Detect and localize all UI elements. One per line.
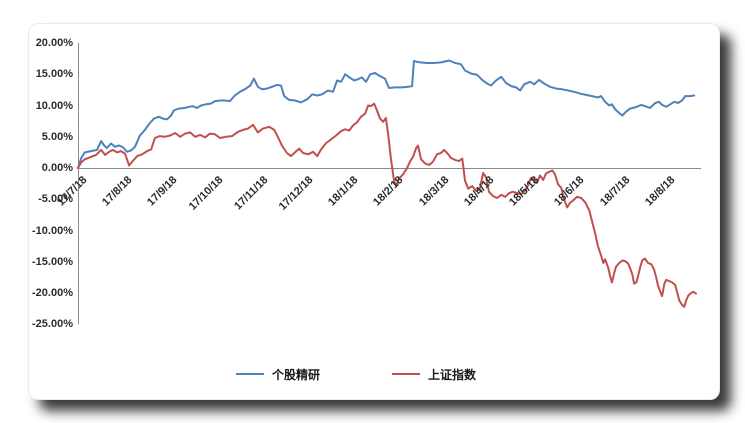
chart-card: 20.00% 15.00% 10.00% 5.00% 0.00% -5.00% -10.00… xyxy=(28,23,720,400)
y-axis-label: -25.00% xyxy=(32,318,73,331)
y-axis-label: 20.00% xyxy=(35,37,73,49)
legend-line-swatch-blue xyxy=(235,373,264,375)
y-axis-label: 15.00% xyxy=(35,68,73,81)
legend-item-shangzheng-zhishu: 上证指数 xyxy=(392,366,476,383)
legend-item-gegu-jingyan: 个股精研 xyxy=(235,366,320,383)
y-axis-label: 5.00% xyxy=(41,130,73,143)
y-axis-label: -5.00% xyxy=(38,193,73,206)
series-line-2 xyxy=(77,102,697,308)
plot-area: 20.00% 15.00% 10.00% 5.00% 0.00% -5.00% -10.00… xyxy=(29,24,719,399)
y-axis-label: 10.00% xyxy=(35,99,73,112)
y-axis-label: 0.00% xyxy=(41,162,73,174)
legend-line-swatch-red xyxy=(392,373,420,375)
series-line-1 xyxy=(77,59,696,169)
y-axis-label: -15.00% xyxy=(32,255,73,268)
legend-label-series-2: 上证指数 xyxy=(428,367,477,382)
legend-label-series-1: 个股精研 xyxy=(271,367,320,382)
chart-canvas xyxy=(77,43,701,325)
y-axis-label: -20.00% xyxy=(32,287,73,299)
y-axis-label: -10.00% xyxy=(32,224,73,237)
chart-legend: 个股精研 上证指数 xyxy=(11,365,701,383)
